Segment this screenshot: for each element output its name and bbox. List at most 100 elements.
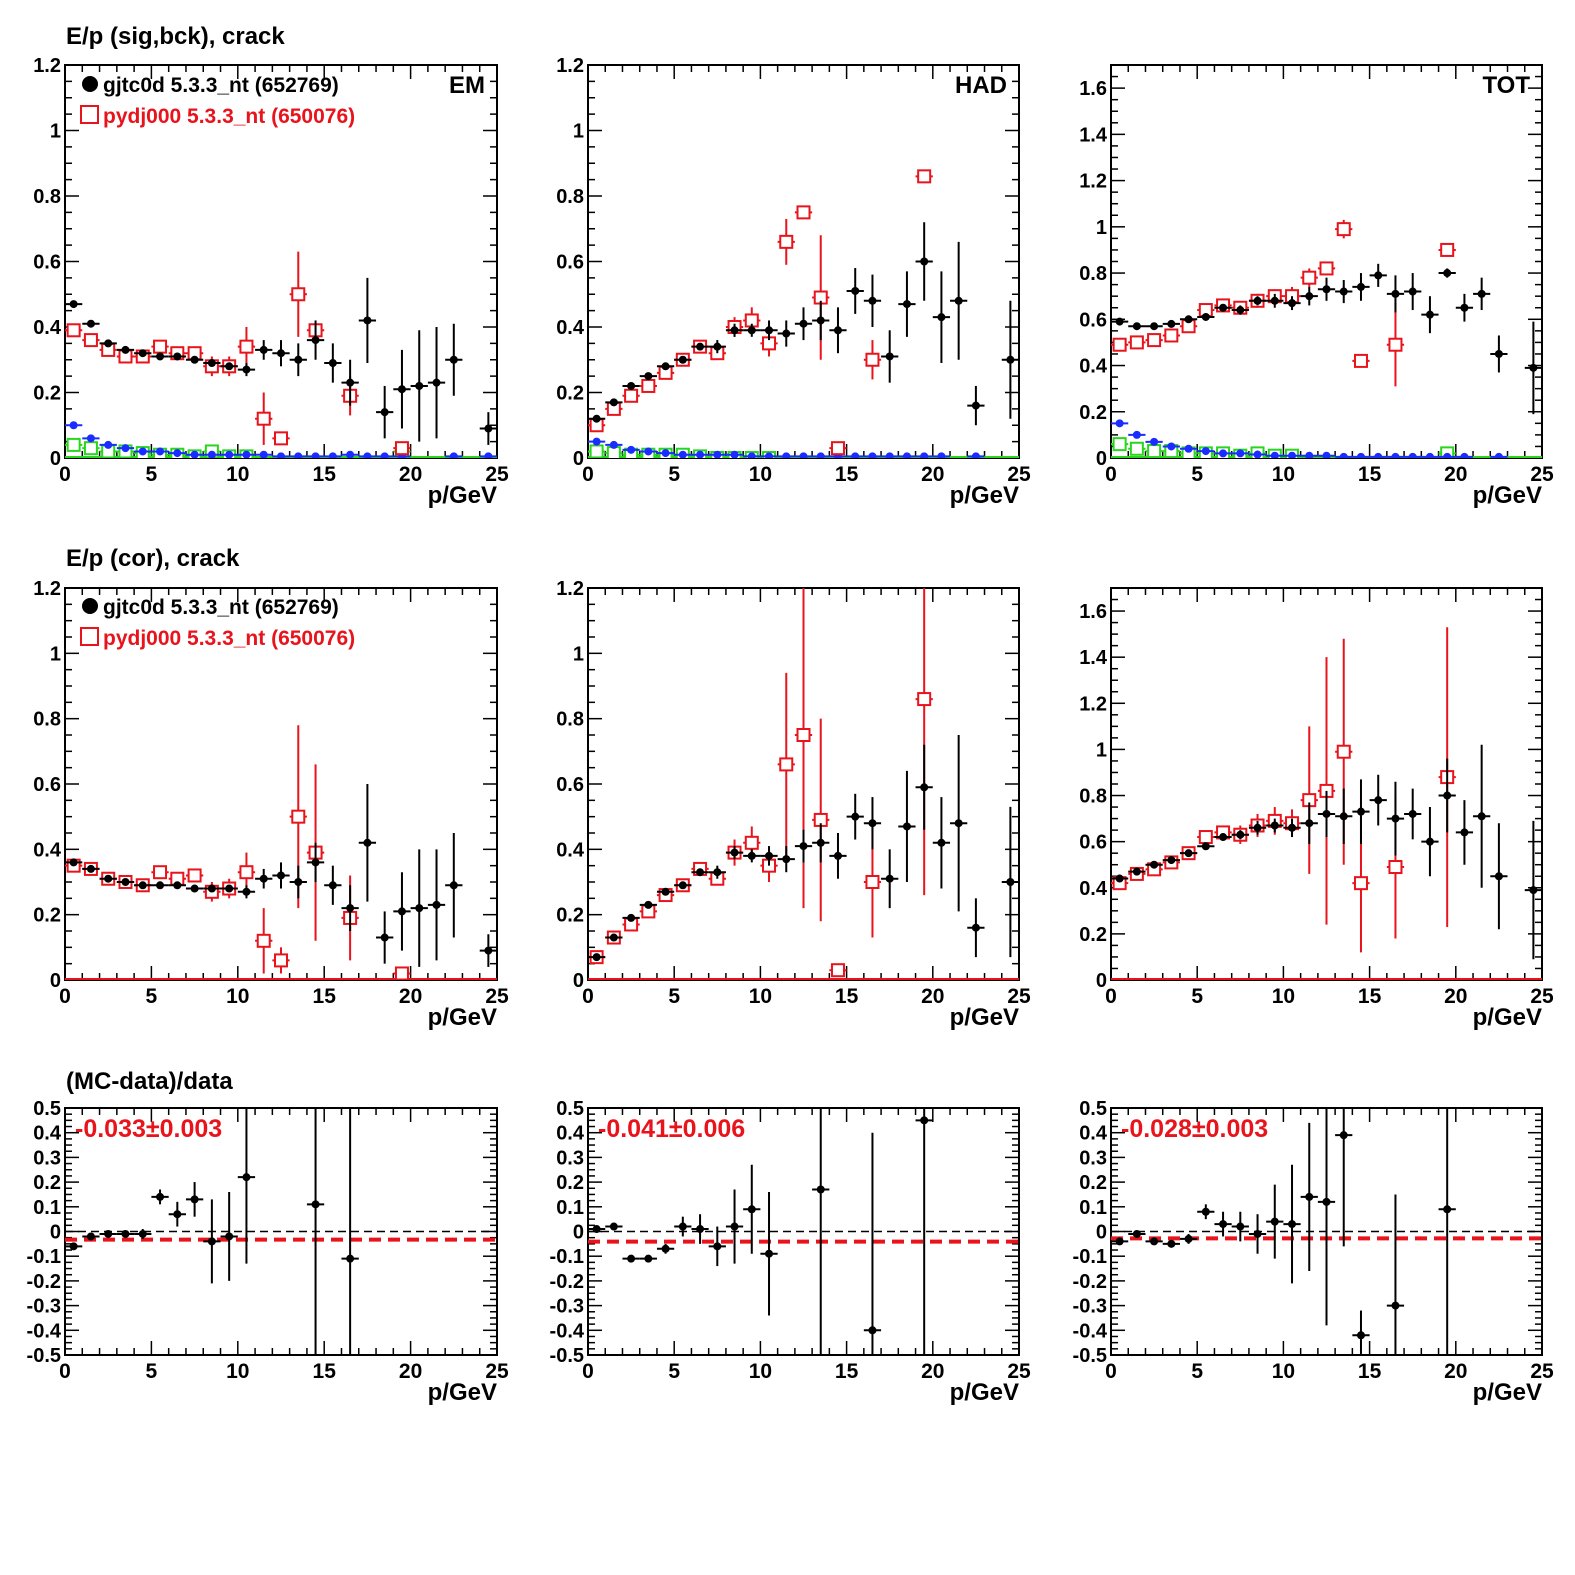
data-point — [967, 898, 985, 958]
marker-filled-circle — [816, 452, 825, 458]
marker-filled-circle — [484, 946, 493, 955]
series-mc — [1111, 627, 1456, 953]
marker-filled-circle — [868, 819, 877, 828]
x-tick-label: 5 — [146, 985, 158, 1008]
marker-filled-circle — [627, 381, 636, 390]
marker-filled-circle — [868, 296, 877, 305]
marker-filled-circle — [833, 326, 842, 335]
data-point — [479, 412, 497, 445]
data-point — [65, 437, 83, 452]
data-point — [760, 846, 778, 866]
marker-filled-circle — [644, 1254, 653, 1263]
data-point — [1386, 275, 1405, 313]
data-point — [358, 784, 377, 902]
data-point — [99, 440, 117, 449]
legend-data-label: gjtc0d 5.3.3_nt (652769) — [103, 596, 339, 619]
data-point — [1162, 328, 1180, 343]
y-tick-label: -0.4 — [1073, 1320, 1108, 1342]
x-tick-label: 15 — [835, 463, 859, 486]
marker-filled-circle — [1167, 442, 1176, 451]
marker-filled-circle — [225, 362, 234, 371]
marker-open-square — [1198, 830, 1213, 845]
marker-filled-circle — [1132, 430, 1141, 439]
data-point — [967, 452, 985, 458]
data-point — [306, 1108, 325, 1355]
marker-filled-circle — [765, 851, 774, 860]
data-point — [1404, 452, 1422, 458]
data-point — [220, 884, 238, 893]
marker-open-square — [1336, 222, 1351, 237]
marker-open-square — [865, 875, 880, 889]
y-tick-label: 1 — [50, 121, 61, 143]
y-tick-label: 0.4 — [33, 1123, 62, 1145]
data-point — [65, 421, 83, 430]
data-point — [898, 770, 916, 882]
marker-filled-circle — [294, 452, 303, 458]
y-tick-label: 1.6 — [1079, 601, 1107, 623]
marker-open-square — [66, 323, 81, 338]
data-point — [185, 355, 204, 364]
y-tick-label: -0.2 — [27, 1271, 61, 1293]
data-point — [82, 441, 100, 456]
data-point — [588, 953, 606, 962]
y-tick-label: 1.2 — [556, 578, 584, 600]
data-point — [1266, 1184, 1284, 1259]
data-point — [829, 963, 847, 978]
fit-result: -0.033±0.003 — [75, 1115, 222, 1143]
x-tick-label: 20 — [921, 463, 944, 486]
marker-filled-circle — [851, 452, 860, 458]
series-data — [65, 277, 497, 445]
series-data — [65, 784, 497, 967]
x-tick-label: 0 — [582, 1360, 594, 1383]
marker-filled-circle — [277, 452, 285, 458]
panel-tag: TOT — [1482, 72, 1530, 99]
x-tick-label: 25 — [485, 1360, 509, 1383]
data-point — [777, 320, 795, 347]
marker-filled-circle — [242, 887, 251, 896]
data-point — [1197, 830, 1215, 845]
data-point — [324, 343, 342, 383]
x-tick-label: 25 — [1530, 463, 1554, 486]
x-tick-label: 10 — [749, 1360, 772, 1383]
data-point — [203, 1199, 221, 1284]
marker-filled-circle — [1167, 856, 1176, 865]
data-point — [674, 1216, 692, 1237]
marker-filled-circle — [1184, 1234, 1193, 1243]
marker-filled-circle — [1115, 419, 1124, 428]
data-point — [656, 362, 675, 371]
marker-filled-circle — [1529, 886, 1538, 895]
marker-filled-circle — [259, 450, 268, 458]
data-point — [622, 1254, 640, 1263]
data-point — [915, 744, 933, 830]
marker-filled-circle — [363, 838, 372, 847]
marker-open-square — [153, 865, 168, 880]
x-tick-label: 10 — [226, 463, 249, 486]
data-point — [881, 849, 899, 909]
marker-filled-circle — [1339, 452, 1348, 458]
marker-open-square — [1336, 744, 1351, 759]
marker-filled-circle — [1150, 1237, 1159, 1246]
data-point — [1421, 807, 1439, 877]
data-point — [341, 1108, 359, 1355]
data-point — [1162, 442, 1180, 451]
marker-filled-circle — [207, 450, 216, 458]
plot-area — [588, 1108, 933, 1355]
marker-filled-circle — [661, 362, 670, 371]
data-point — [82, 319, 100, 328]
marker-filled-circle — [1219, 449, 1228, 458]
marker-filled-circle — [885, 452, 894, 458]
marker-filled-circle — [782, 329, 791, 338]
data-point — [376, 385, 394, 439]
marker-filled-circle — [1391, 814, 1400, 823]
data-point — [324, 452, 342, 458]
plot-panel-1: 0 5 10 15 20 25p/GeV 0 0.2 0.4 0.6 0.8 1 1.2 EM — [33, 55, 509, 509]
data-point — [656, 449, 675, 458]
marker-filled-circle — [1236, 830, 1245, 839]
marker-filled-circle — [207, 359, 216, 368]
data-point — [479, 452, 497, 458]
data-point — [1369, 452, 1387, 458]
y-tick-label: 0.6 — [556, 774, 584, 796]
data-point — [185, 450, 204, 458]
data-point — [588, 418, 606, 433]
marker-filled-circle — [1494, 349, 1503, 358]
